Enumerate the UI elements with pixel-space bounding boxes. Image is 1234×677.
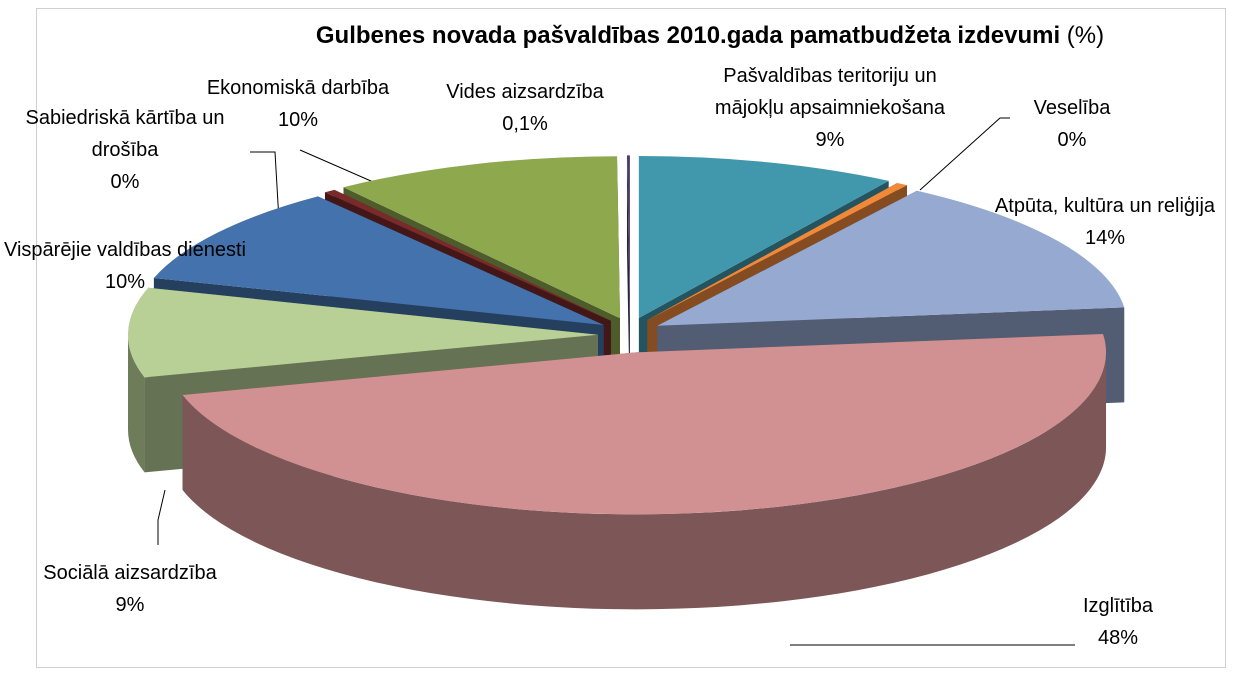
slice-wall bbox=[626, 155, 630, 413]
slice-rim bbox=[128, 334, 145, 473]
value-label: 14% bbox=[1084, 227, 1126, 249]
slice-top bbox=[626, 155, 630, 318]
slice-label: Atpūta, kultūra un reliģija 14% bbox=[990, 190, 1220, 254]
category-name: Atpūta, kultūra un reliģija bbox=[994, 195, 1216, 217]
category-name: Vispārējie valdības dienesti bbox=[3, 239, 246, 261]
slice-label: Sabiedriskā kārtība un drošība 0% bbox=[0, 102, 255, 198]
leader-line bbox=[157, 489, 166, 545]
value-label: 9% bbox=[115, 594, 145, 616]
value-label: 0% bbox=[110, 171, 140, 193]
title-unit: (%) bbox=[1066, 22, 1105, 49]
slice-top bbox=[638, 156, 889, 319]
title-text: Gulbenes novada pašvaldības 2010.gada pa… bbox=[315, 22, 1061, 49]
category-name: Sabiedriskā kārtība un drošība bbox=[25, 107, 225, 161]
value-label: 9% bbox=[815, 129, 845, 151]
slice-top bbox=[182, 333, 1107, 515]
category-name: Vides aizsardzība bbox=[446, 81, 604, 103]
category-name: Pašvaldības teritoriju un mājokļu apsaim… bbox=[714, 65, 946, 119]
value-label: 0,1% bbox=[502, 113, 548, 135]
category-name: Veselība bbox=[1033, 97, 1111, 119]
value-label: 10% bbox=[104, 271, 146, 293]
slice-top bbox=[153, 196, 604, 325]
slice-label: Ekonomiskā darbība 10% bbox=[178, 72, 418, 136]
slice-label: Veselība 0% bbox=[1012, 92, 1132, 156]
leader-line bbox=[919, 117, 1010, 191]
slice-top bbox=[343, 156, 621, 319]
slice-top bbox=[324, 189, 611, 321]
slice-top bbox=[128, 287, 599, 378]
slice-label: Pašvaldības teritoriju un mājokļu apsaim… bbox=[695, 60, 965, 156]
category-name: Izglītība bbox=[1082, 595, 1154, 617]
slice-top bbox=[647, 182, 908, 321]
category-name: Ekonomiskā darbība bbox=[206, 77, 390, 99]
slice-label: Vides aizsardzība 0,1% bbox=[415, 76, 635, 140]
chart-title: Gulbenes novada pašvaldības 2010.gada pa… bbox=[260, 22, 1160, 50]
chart-frame bbox=[36, 8, 1226, 668]
pie bbox=[128, 155, 1125, 610]
slice-rim bbox=[182, 352, 1107, 610]
value-label: 0% bbox=[1057, 129, 1087, 151]
slice-label: Izglītība 48% bbox=[1058, 590, 1178, 654]
slice-top bbox=[657, 190, 1125, 326]
slice-label: Sociālā aizsardzība 9% bbox=[10, 557, 250, 621]
slice-label: Vispārējie valdības dienesti 10% bbox=[0, 234, 250, 298]
category-name: Sociālā aizsardzība bbox=[43, 562, 217, 584]
value-label: 48% bbox=[1097, 627, 1139, 649]
value-label: 10% bbox=[277, 109, 319, 131]
